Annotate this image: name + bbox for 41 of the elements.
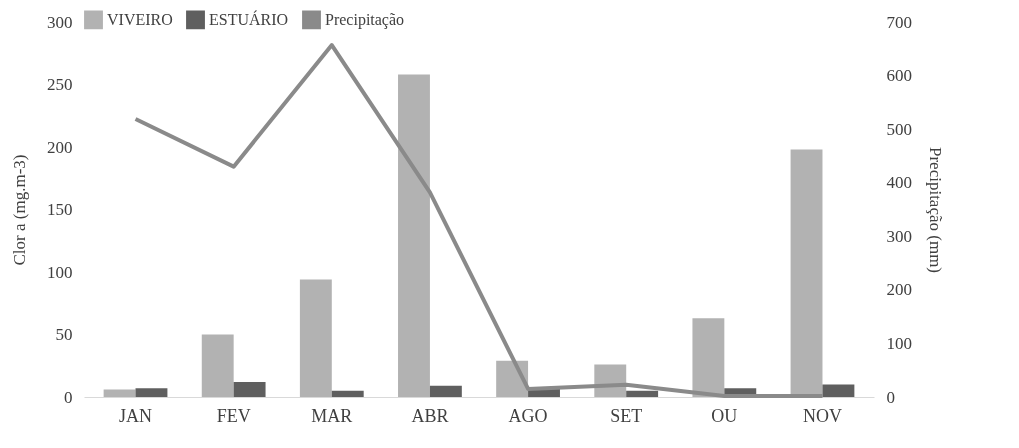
bar bbox=[822, 384, 855, 397]
y2-tick-label: 700 bbox=[886, 12, 912, 32]
y2-tick-label: 100 bbox=[886, 333, 912, 353]
bar bbox=[790, 149, 823, 397]
x-tick-label: SET bbox=[610, 405, 643, 426]
x-tick-label: AGO bbox=[508, 405, 548, 426]
x-tick-label: MAR bbox=[311, 405, 353, 426]
legend-label: VIVEIRO bbox=[107, 10, 173, 28]
bar bbox=[103, 389, 136, 397]
bar bbox=[233, 382, 266, 397]
y2-tick-label: 600 bbox=[886, 66, 912, 86]
bar bbox=[429, 385, 462, 397]
y-tick-label: 250 bbox=[47, 75, 73, 94]
y2-axis-title: Precipitação (mm) bbox=[926, 146, 945, 274]
bar bbox=[692, 318, 725, 397]
x-tick-label: NOV bbox=[802, 405, 842, 426]
y2-tick-label: 0 bbox=[886, 387, 895, 407]
bar bbox=[626, 390, 659, 397]
x-tick-label: JAN bbox=[119, 405, 153, 426]
y-tick-label: 300 bbox=[47, 12, 73, 32]
legend-label: Precipitação bbox=[325, 10, 405, 29]
y-tick-label: 100 bbox=[47, 262, 73, 282]
x-tick-label: ABR bbox=[411, 405, 449, 426]
y-tick-label: 150 bbox=[47, 200, 73, 219]
y2-tick-label: 400 bbox=[886, 173, 912, 193]
y2-tick-label: 200 bbox=[886, 280, 912, 300]
y-tick-label: 50 bbox=[55, 325, 73, 344]
legend-label: ESTUÁRIO bbox=[209, 9, 289, 28]
bar bbox=[331, 390, 364, 397]
bar bbox=[135, 388, 168, 397]
bar bbox=[201, 334, 234, 397]
y-axis-title: Clor a (mg.m-3) bbox=[10, 154, 29, 266]
y-tick-label: 200 bbox=[47, 137, 73, 157]
y2-tick-label: 300 bbox=[886, 226, 912, 246]
x-tick-label: OU bbox=[711, 405, 738, 426]
bar bbox=[398, 74, 430, 397]
line-series bbox=[133, 43, 825, 398]
y2-tick-label: 500 bbox=[886, 119, 912, 139]
bar bbox=[299, 279, 332, 397]
y-tick-label: 0 bbox=[64, 387, 73, 407]
x-tick-label: FEV bbox=[216, 405, 251, 426]
